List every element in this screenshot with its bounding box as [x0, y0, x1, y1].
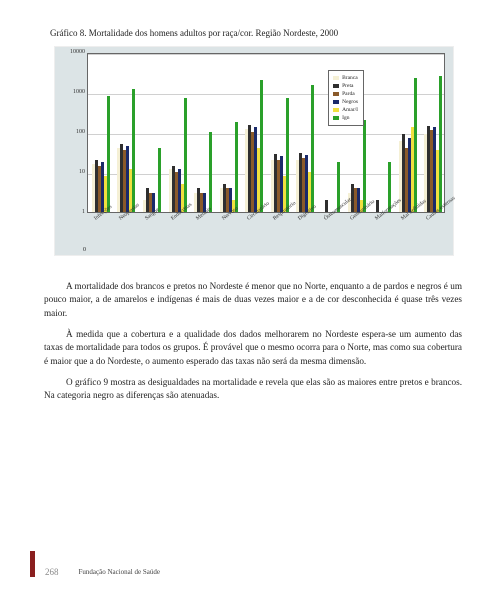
bar — [414, 78, 417, 212]
legend-label: Amar/I — [342, 106, 358, 114]
legend-row: Amar/I — [333, 106, 358, 114]
legend-label: Parda — [342, 90, 355, 98]
y-tick-label: 1 — [63, 209, 85, 215]
y-tick-label: 1000 — [63, 89, 85, 95]
paragraph: O gráfico 9 mostra as desigualdades na m… — [44, 376, 462, 403]
bar-group — [194, 132, 218, 212]
bar-group — [169, 98, 193, 212]
legend-swatch — [333, 92, 339, 96]
bar — [107, 96, 110, 212]
plot-area: BrancaPretaPardaNegrosAmar/IIgn — [87, 53, 445, 213]
legend-label: Ign — [342, 114, 349, 122]
paragraph: A mortalidade dos brancos e pretos no No… — [44, 280, 462, 320]
bar — [325, 200, 328, 212]
footer-accent-bar — [30, 551, 35, 577]
bar — [363, 120, 366, 212]
bar — [132, 89, 135, 212]
legend-row: Ign — [333, 114, 358, 122]
paragraph: À medida que a cobertura e a qualidade d… — [44, 328, 462, 368]
legend: BrancaPretaPardaNegrosAmar/IIgn — [328, 70, 364, 126]
bar-group — [117, 89, 141, 212]
legend-row: Negros — [333, 98, 358, 106]
bar — [235, 122, 238, 212]
legend-swatch — [333, 108, 339, 112]
legend-swatch — [333, 76, 339, 80]
bar-group — [92, 96, 116, 212]
chart-caption: Gráfico 8. Mortalidade dos homens adulto… — [50, 28, 462, 38]
legend-label: Preta — [342, 82, 353, 90]
bar-group — [220, 122, 244, 212]
page-footer: 268 Fundação Nacional de Saúde — [30, 551, 160, 577]
bar — [209, 132, 212, 212]
bar — [158, 148, 161, 212]
bar-group — [348, 120, 372, 212]
chart-container: BrancaPretaPardaNegrosAmar/IIgn 1 10 100 10… — [54, 46, 454, 256]
gridline — [88, 54, 444, 55]
y-tick-label: 10 — [63, 169, 85, 175]
bar — [311, 85, 314, 212]
legend-row: Branca — [333, 74, 358, 82]
bar-group — [143, 148, 167, 212]
y-tick-label: 10000 — [63, 49, 85, 55]
footer-org: Fundação Nacional de Saúde — [79, 568, 160, 577]
bar — [286, 98, 289, 212]
page-number: 268 — [45, 567, 59, 577]
bar-group — [296, 85, 320, 212]
legend-row: Preta — [333, 82, 358, 90]
legend-label: Branca — [342, 74, 358, 82]
bar — [260, 80, 263, 212]
bar-group — [424, 76, 448, 212]
bar-group — [245, 80, 269, 212]
legend-swatch — [333, 116, 339, 120]
zero-label: 0 — [83, 247, 86, 253]
body-text: A mortalidade dos brancos e pretos no No… — [44, 280, 462, 403]
legend-row: Parda — [333, 90, 358, 98]
bar-group — [271, 98, 295, 212]
y-tick-label: 100 — [63, 129, 85, 135]
legend-swatch — [333, 100, 339, 104]
bar — [439, 76, 442, 212]
legend-label: Negros — [342, 98, 358, 106]
bar — [184, 98, 187, 212]
bar-group — [399, 78, 423, 212]
legend-swatch — [333, 84, 339, 88]
bars-layer — [88, 54, 444, 212]
